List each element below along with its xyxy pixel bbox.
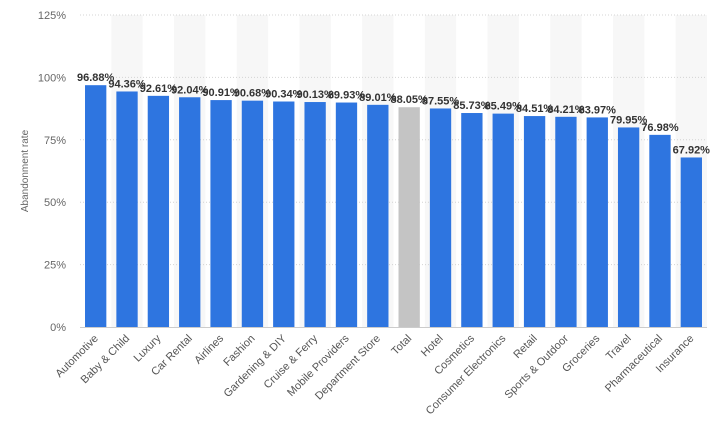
- x-category-label: Cruise & Ferry: [262, 332, 321, 391]
- bar[interactable]: [492, 113, 514, 327]
- bar[interactable]: [398, 107, 420, 327]
- bar[interactable]: [273, 101, 295, 328]
- y-tick-label: 100%: [38, 72, 66, 84]
- data-label: 90.34%: [265, 89, 303, 101]
- bar[interactable]: [179, 97, 201, 327]
- y-axis-ticks: 0% 25% 50% 75% 100% 125%: [38, 10, 66, 334]
- bar[interactable]: [429, 108, 452, 328]
- data-label: 83.97%: [579, 104, 617, 116]
- data-label: 67.92%: [673, 144, 711, 156]
- data-label: 89.93%: [328, 90, 366, 102]
- x-category-label: Hotel: [419, 333, 446, 360]
- data-label: 90.68%: [234, 88, 272, 100]
- y-tick-label: 75%: [44, 135, 66, 147]
- x-category-label: Travel: [604, 333, 634, 363]
- bar[interactable]: [523, 116, 546, 327]
- data-label: 89.01%: [359, 92, 397, 104]
- bar[interactable]: [680, 157, 702, 327]
- data-labels: 96.88%94.36%92.61%92.04%90.91%90.68%90.3…: [77, 72, 710, 156]
- x-category-label: Total: [389, 333, 414, 358]
- bar[interactable]: [85, 85, 107, 327]
- data-label: 96.88%: [77, 72, 115, 84]
- data-label: 84.21%: [547, 104, 585, 116]
- bar[interactable]: [147, 95, 170, 327]
- bar[interactable]: [210, 100, 232, 327]
- data-label: 84.51%: [516, 103, 554, 115]
- bar[interactable]: [304, 102, 326, 327]
- data-label: 85.73%: [453, 100, 491, 112]
- bar[interactable]: [555, 116, 577, 328]
- data-label: 87.55%: [422, 95, 460, 107]
- y-tick-label: 0%: [50, 322, 66, 334]
- data-label: 88.05%: [391, 94, 429, 106]
- data-label: 90.91%: [202, 87, 240, 99]
- bar[interactable]: [241, 100, 264, 327]
- y-axis-label: Abandonment rate: [20, 129, 31, 212]
- y-tick-label: 125%: [38, 10, 66, 22]
- y-tick-label: 25%: [44, 260, 66, 272]
- bar[interactable]: [367, 104, 389, 327]
- x-category-label: Retail: [511, 333, 539, 361]
- data-label: 92.04%: [171, 84, 209, 96]
- bar[interactable]: [617, 127, 640, 328]
- data-label: 85.49%: [485, 101, 523, 113]
- data-label: 90.13%: [296, 89, 334, 101]
- data-label: 79.95%: [610, 114, 648, 126]
- bar[interactable]: [116, 91, 138, 327]
- y-tick-label: 50%: [44, 197, 66, 209]
- bar[interactable]: [335, 102, 358, 327]
- bar[interactable]: [461, 113, 483, 328]
- data-label: 92.61%: [140, 83, 178, 95]
- bars: [85, 85, 702, 328]
- data-label: 94.36%: [108, 78, 146, 90]
- bar[interactable]: [649, 134, 671, 327]
- data-label: 76.98%: [641, 122, 679, 134]
- bar[interactable]: [586, 117, 608, 327]
